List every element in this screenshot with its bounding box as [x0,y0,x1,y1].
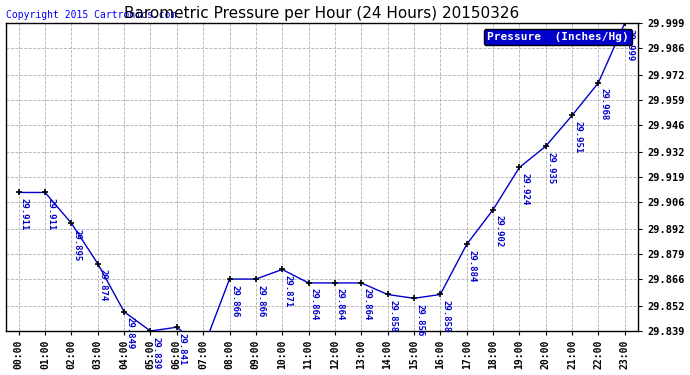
Text: Copyright 2015 Cartronics.com: Copyright 2015 Cartronics.com [6,10,176,20]
Text: 29.895: 29.895 [72,229,81,261]
Text: 29.902: 29.902 [494,215,503,248]
Text: 29.858: 29.858 [388,300,397,332]
Text: 29.849: 29.849 [125,317,134,350]
Text: 29.830: 29.830 [0,374,1,375]
Text: 29.911: 29.911 [20,198,29,230]
Text: 29.864: 29.864 [336,288,345,321]
Text: 29.911: 29.911 [46,198,55,230]
Text: 29.864: 29.864 [310,288,319,321]
Text: 29.884: 29.884 [468,250,477,282]
Text: 29.839: 29.839 [152,337,161,369]
Legend: Pressure  (Inches/Hg): Pressure (Inches/Hg) [484,28,632,45]
Text: 29.951: 29.951 [573,121,582,153]
Text: 29.999: 29.999 [626,28,635,61]
Text: 29.874: 29.874 [99,269,108,302]
Text: 29.856: 29.856 [415,304,424,336]
Text: 29.871: 29.871 [284,275,293,307]
Text: 29.864: 29.864 [362,288,371,321]
Text: 29.858: 29.858 [442,300,451,332]
Text: 29.924: 29.924 [520,173,529,205]
Text: 29.866: 29.866 [230,285,239,317]
Text: 29.841: 29.841 [178,333,187,365]
Text: 29.935: 29.935 [546,152,555,184]
Text: 29.968: 29.968 [600,88,609,121]
Title: Barometric Pressure per Hour (24 Hours) 20150326: Barometric Pressure per Hour (24 Hours) … [124,6,520,21]
Text: 29.866: 29.866 [257,285,266,317]
